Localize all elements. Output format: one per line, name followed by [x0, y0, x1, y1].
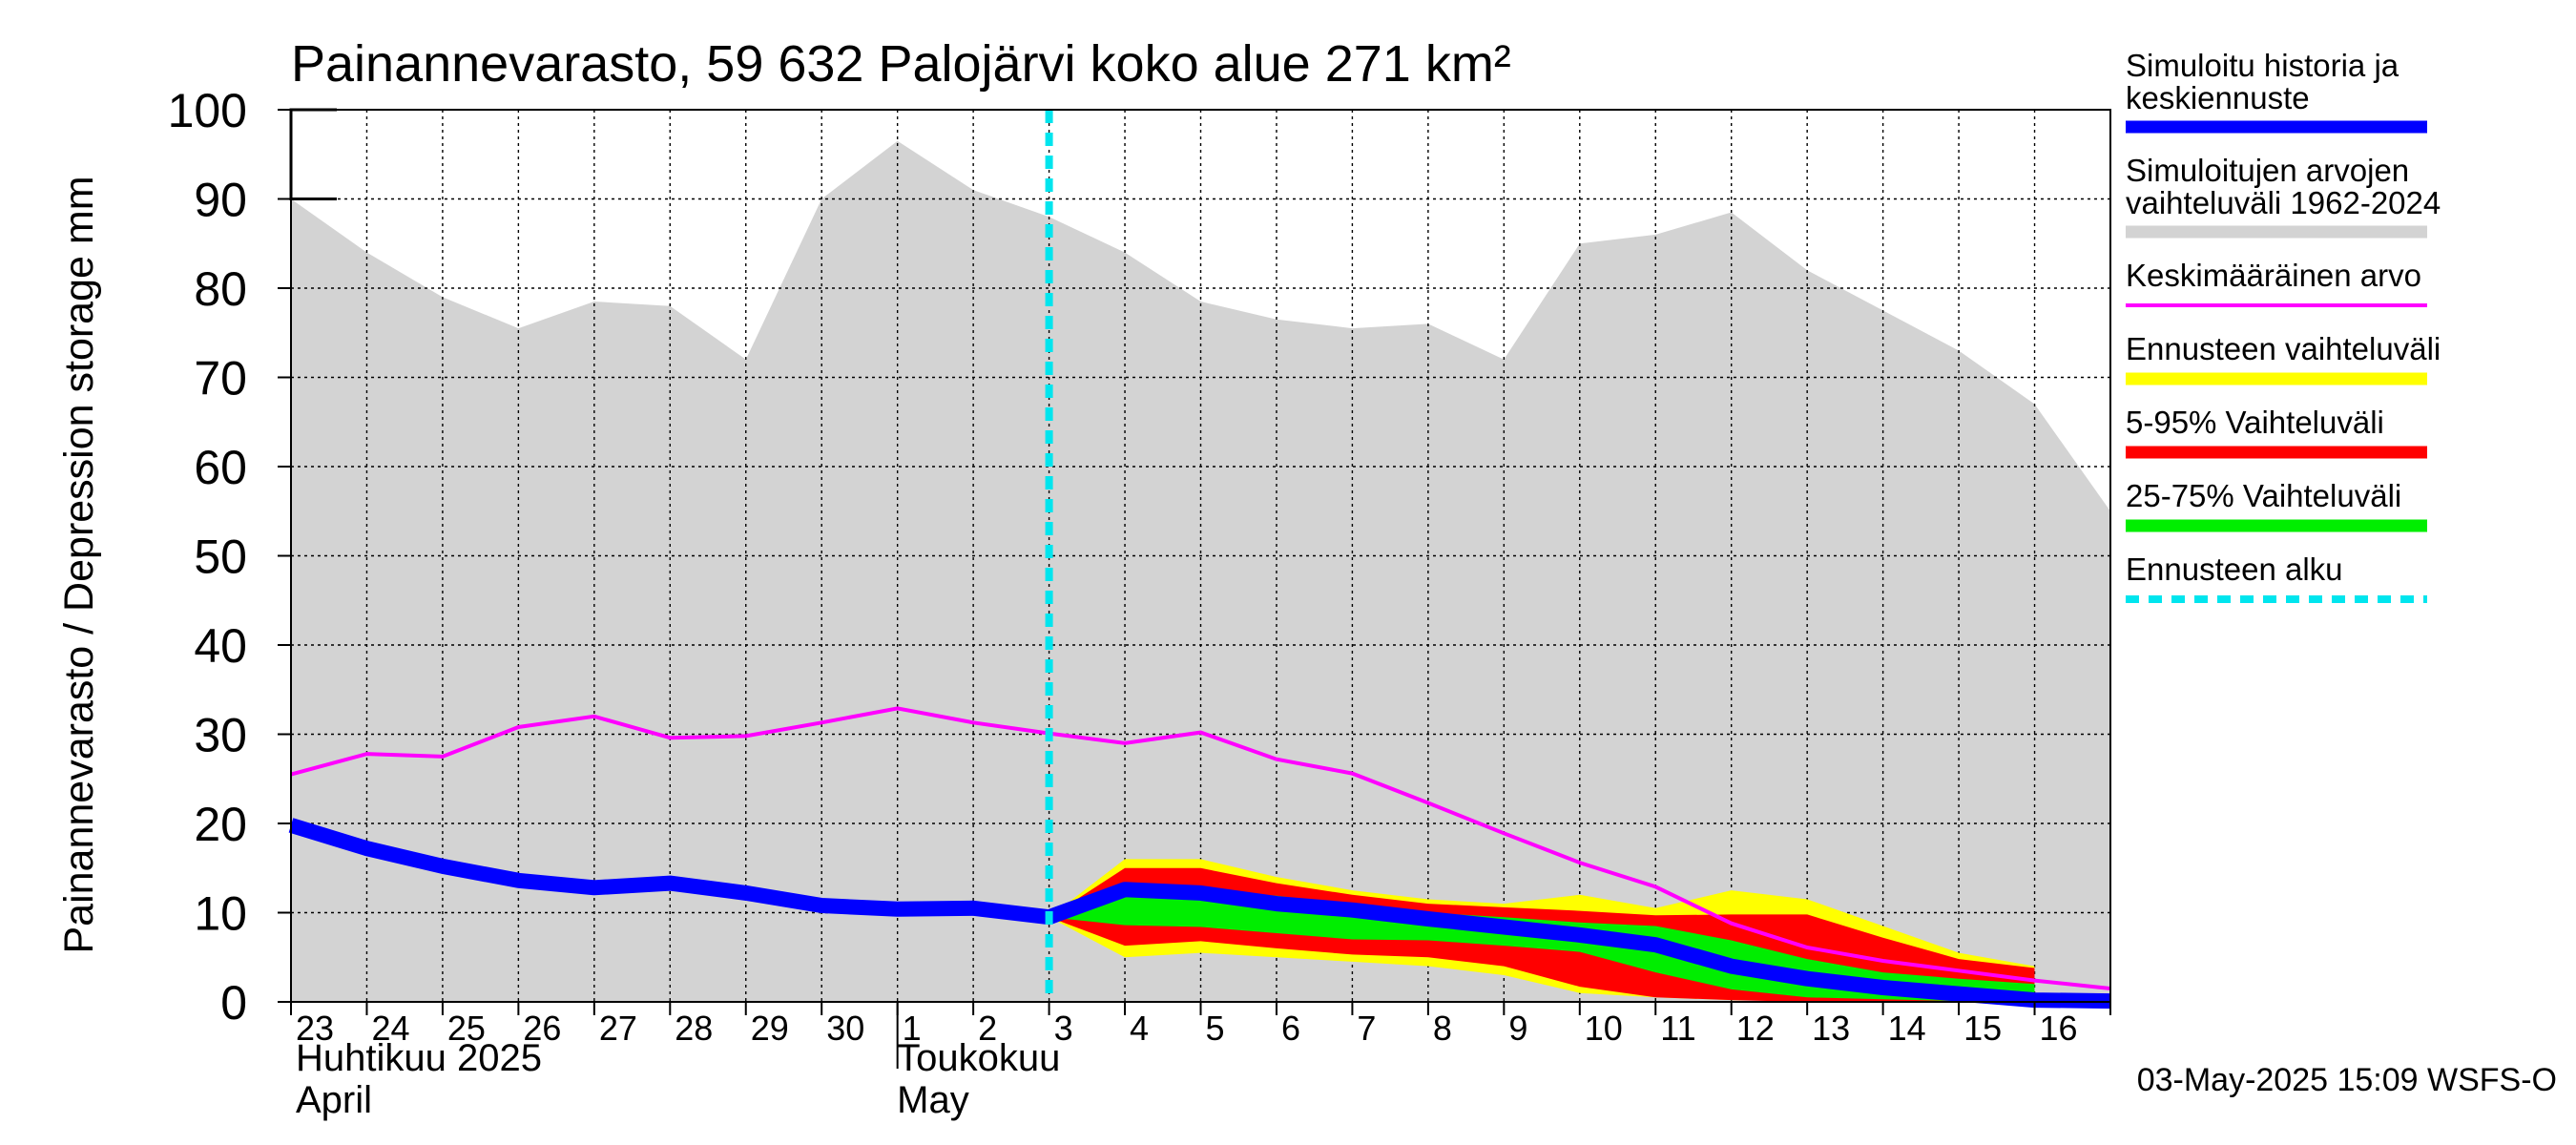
legend-label: Simuloitu historia ja [2126, 48, 2399, 83]
scale-bracket [289, 108, 337, 200]
y-tick-label: 40 [194, 619, 247, 673]
y-tick-label: 100 [168, 84, 247, 137]
legend-label: vaihteluväli 1962-2024 [2126, 185, 2441, 220]
x-tick-label: 13 [1812, 1009, 1850, 1048]
legend-label: Ennusteen alku [2126, 552, 2343, 587]
x-tick-label: 26 [523, 1009, 561, 1048]
x-tick-label: 30 [826, 1009, 864, 1048]
x-tick-label: 16 [2040, 1009, 2078, 1048]
month-label: Toukokuu [897, 1037, 1060, 1079]
x-tick-label: 24 [371, 1009, 409, 1048]
x-tick-label: 29 [751, 1009, 789, 1048]
x-tick-label: 5 [1206, 1009, 1225, 1048]
y-tick-label: 80 [194, 262, 247, 316]
timestamp: 03-May-2025 15:09 WSFS-O [2137, 1062, 2557, 1098]
y-tick-label: 10 [194, 887, 247, 941]
x-tick-label: 7 [1357, 1009, 1376, 1048]
x-tick-label: 25 [447, 1009, 486, 1048]
x-tick-label: 14 [1888, 1009, 1926, 1048]
grid [291, 109, 2111, 1002]
x-tick-label: 1 [903, 1009, 922, 1048]
y-tick-label: 50 [194, 531, 247, 584]
axes [278, 108, 2111, 1069]
mean-line [290, 706, 2111, 990]
x-tick-label: 27 [599, 1009, 637, 1048]
x-tick-label: 3 [1054, 1009, 1073, 1048]
y-tick-label: 20 [194, 798, 247, 851]
legend-label: Simuloitujen arvojen [2126, 153, 2409, 188]
y-tick-label: 0 [220, 976, 247, 1030]
x-tick-label: 28 [675, 1009, 713, 1048]
legend-label: Ennusteen vaihteluväli [2126, 331, 2441, 366]
simulated-line [288, 818, 2111, 1010]
y-tick-label: 70 [194, 352, 247, 406]
series-lines [288, 110, 2111, 1010]
chart-title: Painannevarasto, 59 632 Palojärvi koko a… [291, 35, 1511, 93]
month-label-en: May [897, 1079, 969, 1121]
y-tick-label: 60 [194, 441, 247, 494]
x-tick-label: 9 [1508, 1009, 1527, 1048]
x-tick-label: 11 [1660, 1009, 1695, 1048]
x-tick-label: 4 [1130, 1009, 1149, 1048]
x-tick-label: 23 [296, 1009, 334, 1048]
legend-label: keskiennuste [2126, 80, 2310, 115]
legend-label: 5-95% Vaihteluväli [2126, 405, 2384, 440]
x-tick-label: 12 [1736, 1009, 1775, 1048]
y-tick-label: 90 [194, 174, 247, 227]
x-tick-label: 8 [1433, 1009, 1452, 1048]
y-axis-label: Painannevarasto / Depression storage mm [56, 176, 102, 953]
month-label-en: April [296, 1079, 372, 1121]
y-tick-labels: 0 10 20 30 40 50 60 70 80 90 100 [168, 84, 247, 1030]
x-tick-labels: 23 24 25 26 27 28 29 30 1 2 3 4 5 6 7 8 9 10 11 12 13 14 15 16 [296, 1009, 2078, 1048]
y-tick-label: 30 [194, 709, 247, 762]
legend-label: 25-75% Vaihteluväli [2126, 478, 2401, 513]
x-tick-label: 10 [1585, 1009, 1623, 1048]
x-tick-label: 15 [1963, 1009, 2002, 1048]
month-label: Huhtikuu 2025 [296, 1037, 542, 1079]
x-tick-label: 6 [1281, 1009, 1300, 1048]
x-tick-label: 2 [978, 1009, 997, 1048]
legend-label: Keskimääräinen arvo [2126, 258, 2421, 293]
